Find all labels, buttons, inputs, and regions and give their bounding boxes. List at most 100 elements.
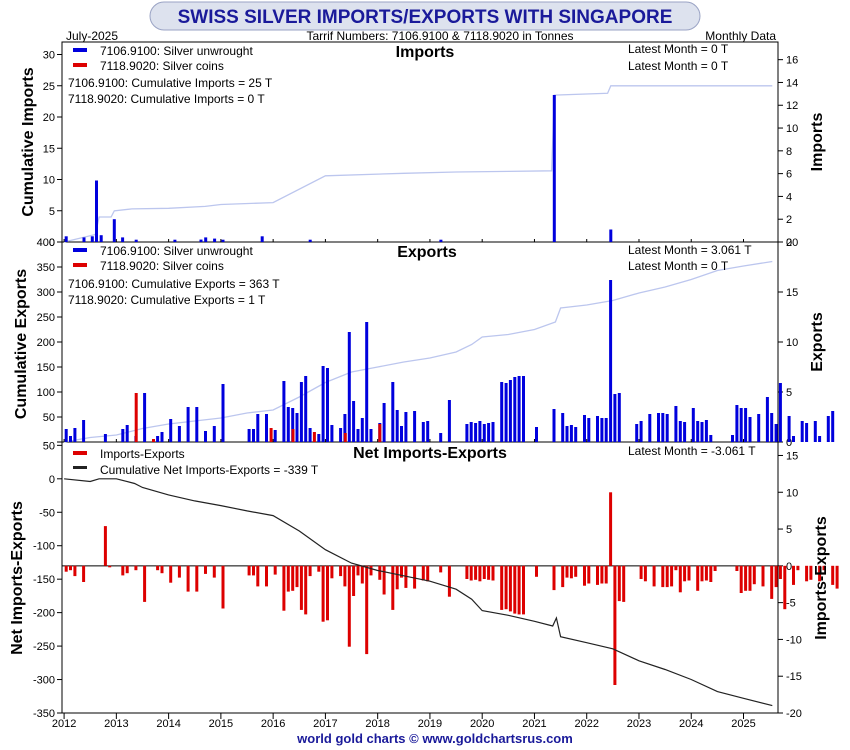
- right-tick-label: 5: [786, 524, 792, 536]
- right-tick-label: -20: [786, 708, 802, 720]
- data-bar: [469, 422, 473, 442]
- exports-cumulative-coins: 7118.9020: Cumulative Exports = 1 T: [68, 293, 266, 307]
- data-bar: [792, 436, 795, 442]
- data-bar: [73, 565, 77, 577]
- data-bar: [474, 423, 478, 442]
- data-bar: [552, 95, 556, 242]
- x-tick-label: 2019: [418, 718, 442, 730]
- data-bar: [670, 565, 674, 587]
- report-date: July-2025: [66, 29, 118, 43]
- legend-label-coins: 7118.9020: Silver coins: [100, 259, 224, 273]
- imports-legend: 7106.9100: Silver unwrought 7118.9020: S…: [73, 44, 253, 73]
- net-title: Net Imports-Exports: [353, 445, 507, 462]
- data-bar: [204, 237, 208, 242]
- data-bar: [552, 409, 556, 442]
- data-bar: [404, 565, 408, 588]
- data-bar: [177, 565, 181, 578]
- legend-label-coins: 7118.9020: Silver coins: [100, 59, 224, 73]
- data-bar: [282, 565, 286, 611]
- data-bar: [326, 368, 329, 442]
- imports-panel: [61, 41, 779, 243]
- data-bar: [561, 565, 565, 588]
- title-banner: [149, 1, 701, 31]
- data-bar: [369, 429, 373, 442]
- data-bar: [169, 565, 173, 583]
- data-bar: [665, 414, 669, 442]
- legend-swatch-cumnet: [73, 466, 87, 469]
- data-bar: [212, 565, 216, 578]
- x-tick-label: 2014: [156, 718, 180, 730]
- data-bar: [674, 565, 678, 571]
- data-bar: [347, 332, 351, 442]
- data-bar: [286, 565, 290, 592]
- data-bar: [822, 565, 826, 571]
- legend-label-unwrought: 7106.9100: Silver unwrought: [100, 44, 253, 58]
- data-bar: [186, 565, 190, 592]
- data-bar: [121, 237, 125, 242]
- data-bar: [504, 565, 508, 610]
- data-bar: [273, 430, 277, 442]
- exports-panel: [61, 241, 779, 443]
- data-bar: [221, 565, 225, 609]
- data-bar: [487, 423, 491, 442]
- exports-legend: 7106.9100: Silver unwrought 7118.9020: S…: [73, 244, 253, 273]
- data-bar: [700, 565, 704, 582]
- data-bar: [504, 383, 508, 442]
- data-bar: [744, 565, 748, 591]
- data-bar: [95, 180, 98, 242]
- left-tick-label: 25: [43, 81, 55, 93]
- data-bar: [64, 429, 68, 442]
- data-bar: [273, 565, 277, 575]
- data-bar: [447, 400, 451, 442]
- data-bar: [513, 565, 517, 614]
- left-tick-label: 400: [37, 237, 55, 249]
- legend-label-cumnet: Cumulative Net Imports-Exports = -339 T: [100, 463, 319, 477]
- data-bar: [121, 429, 125, 442]
- data-bar: [569, 425, 573, 442]
- data-bar: [304, 376, 308, 442]
- data-bar: [395, 410, 399, 442]
- data-bar: [639, 421, 643, 442]
- x-tick-label: 2022: [574, 718, 598, 730]
- data-bar: [744, 408, 748, 442]
- data-bar: [535, 565, 538, 577]
- data-bar: [517, 376, 521, 442]
- data-bar: [352, 565, 356, 596]
- data-bar: [413, 411, 417, 442]
- data-bar: [382, 565, 386, 595]
- data-bar: [356, 565, 360, 576]
- data-bar: [674, 406, 678, 442]
- left-tick-label: 15: [43, 143, 55, 155]
- x-tick-label: 2025: [731, 718, 755, 730]
- right-tick-label: 10: [786, 487, 798, 499]
- net-legend: Imports-Exports Cumulative Net Imports-E…: [73, 447, 319, 477]
- data-bar: [169, 419, 173, 442]
- data-bar: [299, 382, 303, 442]
- imports-right-axis-title: Imports: [809, 113, 826, 172]
- data-bar: [517, 565, 521, 615]
- data-bar: [195, 407, 199, 442]
- data-bar: [643, 565, 647, 582]
- data-bar: [447, 565, 451, 597]
- data-bar: [121, 565, 125, 576]
- right-tick-label: 6: [786, 169, 792, 181]
- data-bar: [90, 236, 94, 242]
- frequency-note: Monthly Data: [705, 29, 776, 43]
- data-bar: [343, 433, 347, 442]
- right-tick-label: 12: [786, 100, 798, 112]
- right-tick-label: 20: [786, 237, 798, 249]
- data-bar: [761, 565, 765, 587]
- data-bar: [64, 236, 68, 242]
- imports-cumulative-unwrought: 7106.9100: Cumulative Imports = 25 T: [68, 76, 273, 90]
- data-bar: [286, 407, 290, 442]
- x-tick-label: 2024: [679, 718, 703, 730]
- data-bar: [770, 565, 774, 599]
- data-bar: [400, 565, 403, 578]
- x-tick-label: 2020: [470, 718, 494, 730]
- data-bar: [609, 492, 613, 566]
- data-bar: [195, 565, 199, 592]
- data-bar: [805, 565, 809, 582]
- right-tick-label: 0: [786, 437, 792, 449]
- data-bar: [439, 433, 443, 442]
- data-bar: [818, 565, 822, 582]
